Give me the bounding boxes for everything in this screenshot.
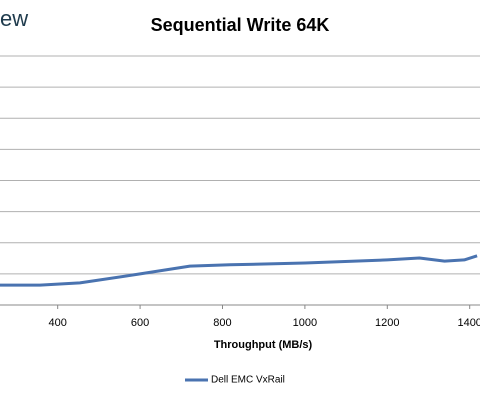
logo-text: ew bbox=[0, 6, 28, 31]
legend-label: Dell EMC VxRail bbox=[211, 375, 285, 386]
chart-title: Sequential Write 64K bbox=[151, 15, 330, 35]
x-tick-label: 1400 bbox=[457, 317, 480, 329]
x-tick-label: 1000 bbox=[293, 317, 317, 329]
x-axis-label: Throughput (MB/s) bbox=[214, 339, 313, 351]
x-tick-label: 600 bbox=[131, 317, 149, 329]
x-tick-label: 1200 bbox=[375, 317, 399, 329]
data-line bbox=[0, 254, 478, 287]
x-tick-label: 800 bbox=[213, 317, 231, 329]
x-tick-label: 400 bbox=[49, 317, 67, 329]
